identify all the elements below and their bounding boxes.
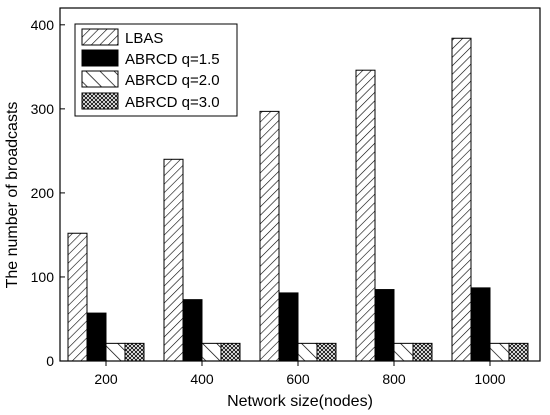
bar-series-1-1000 bbox=[470, 287, 491, 362]
legend-label-q30: ABRCD q=3.0 bbox=[125, 94, 220, 111]
x-tick-label: 800 bbox=[382, 371, 406, 387]
x-axis-label: Network size(nodes) bbox=[227, 393, 373, 410]
y-tick-label: 300 bbox=[31, 101, 55, 117]
legend-swatch-q15 bbox=[81, 49, 119, 67]
y-tick-label: 100 bbox=[31, 269, 55, 285]
bars-group bbox=[67, 37, 529, 362]
legend-swatch-lbas bbox=[81, 28, 119, 46]
bar-series-3-1000 bbox=[508, 342, 529, 362]
legend-swatch-q30 bbox=[81, 92, 119, 110]
y-tick-label: 200 bbox=[31, 185, 55, 201]
bar-series-1-400 bbox=[182, 299, 203, 362]
bar-series-2-1000 bbox=[489, 342, 510, 362]
bar-series-1-200 bbox=[86, 312, 107, 362]
bar-series-0-600 bbox=[259, 110, 280, 362]
y-axis-label: The number of broadcasts bbox=[4, 102, 21, 289]
legend-label-q15: ABRCD q=1.5 bbox=[125, 51, 220, 68]
bar-series-2-400 bbox=[201, 342, 222, 362]
y-tick-label: 0 bbox=[46, 353, 54, 369]
plot-frame bbox=[59, 7, 541, 362]
bar-series-2-200 bbox=[105, 342, 126, 362]
x-tick-label: 1000 bbox=[474, 371, 505, 387]
y-axis-ticks: 0 100 200 300 400 bbox=[31, 17, 65, 369]
bar-series-3-400 bbox=[220, 342, 241, 362]
bar-series-2-800 bbox=[393, 342, 414, 362]
bar-series-2-600 bbox=[297, 342, 318, 362]
bar-series-3-800 bbox=[412, 342, 433, 362]
x-axis-ticks: 200 400 600 800 1000 bbox=[94, 361, 506, 387]
legend-swatch-q20 bbox=[81, 70, 119, 88]
bar-series-0-200 bbox=[67, 232, 88, 362]
legend-label-lbas: LBAS bbox=[125, 30, 163, 47]
x-tick-label: 200 bbox=[94, 371, 118, 387]
y-tick-label: 400 bbox=[31, 17, 55, 33]
x-tick-label: 400 bbox=[190, 371, 214, 387]
legend: LBAS ABRCD q=1.5 ABRCD q=2.0 ABRCD q=3.0 bbox=[74, 23, 238, 117]
bar-series-0-800 bbox=[355, 69, 376, 362]
legend-label-q20: ABRCD q=2.0 bbox=[125, 72, 220, 89]
x-tick-label: 600 bbox=[286, 371, 310, 387]
bar-series-1-600 bbox=[278, 292, 299, 362]
bar-series-3-200 bbox=[124, 342, 145, 362]
bar-series-0-1000 bbox=[451, 37, 472, 362]
bar-series-1-800 bbox=[374, 289, 395, 362]
bar-series-0-400 bbox=[163, 158, 184, 362]
bar-series-3-600 bbox=[316, 342, 337, 362]
